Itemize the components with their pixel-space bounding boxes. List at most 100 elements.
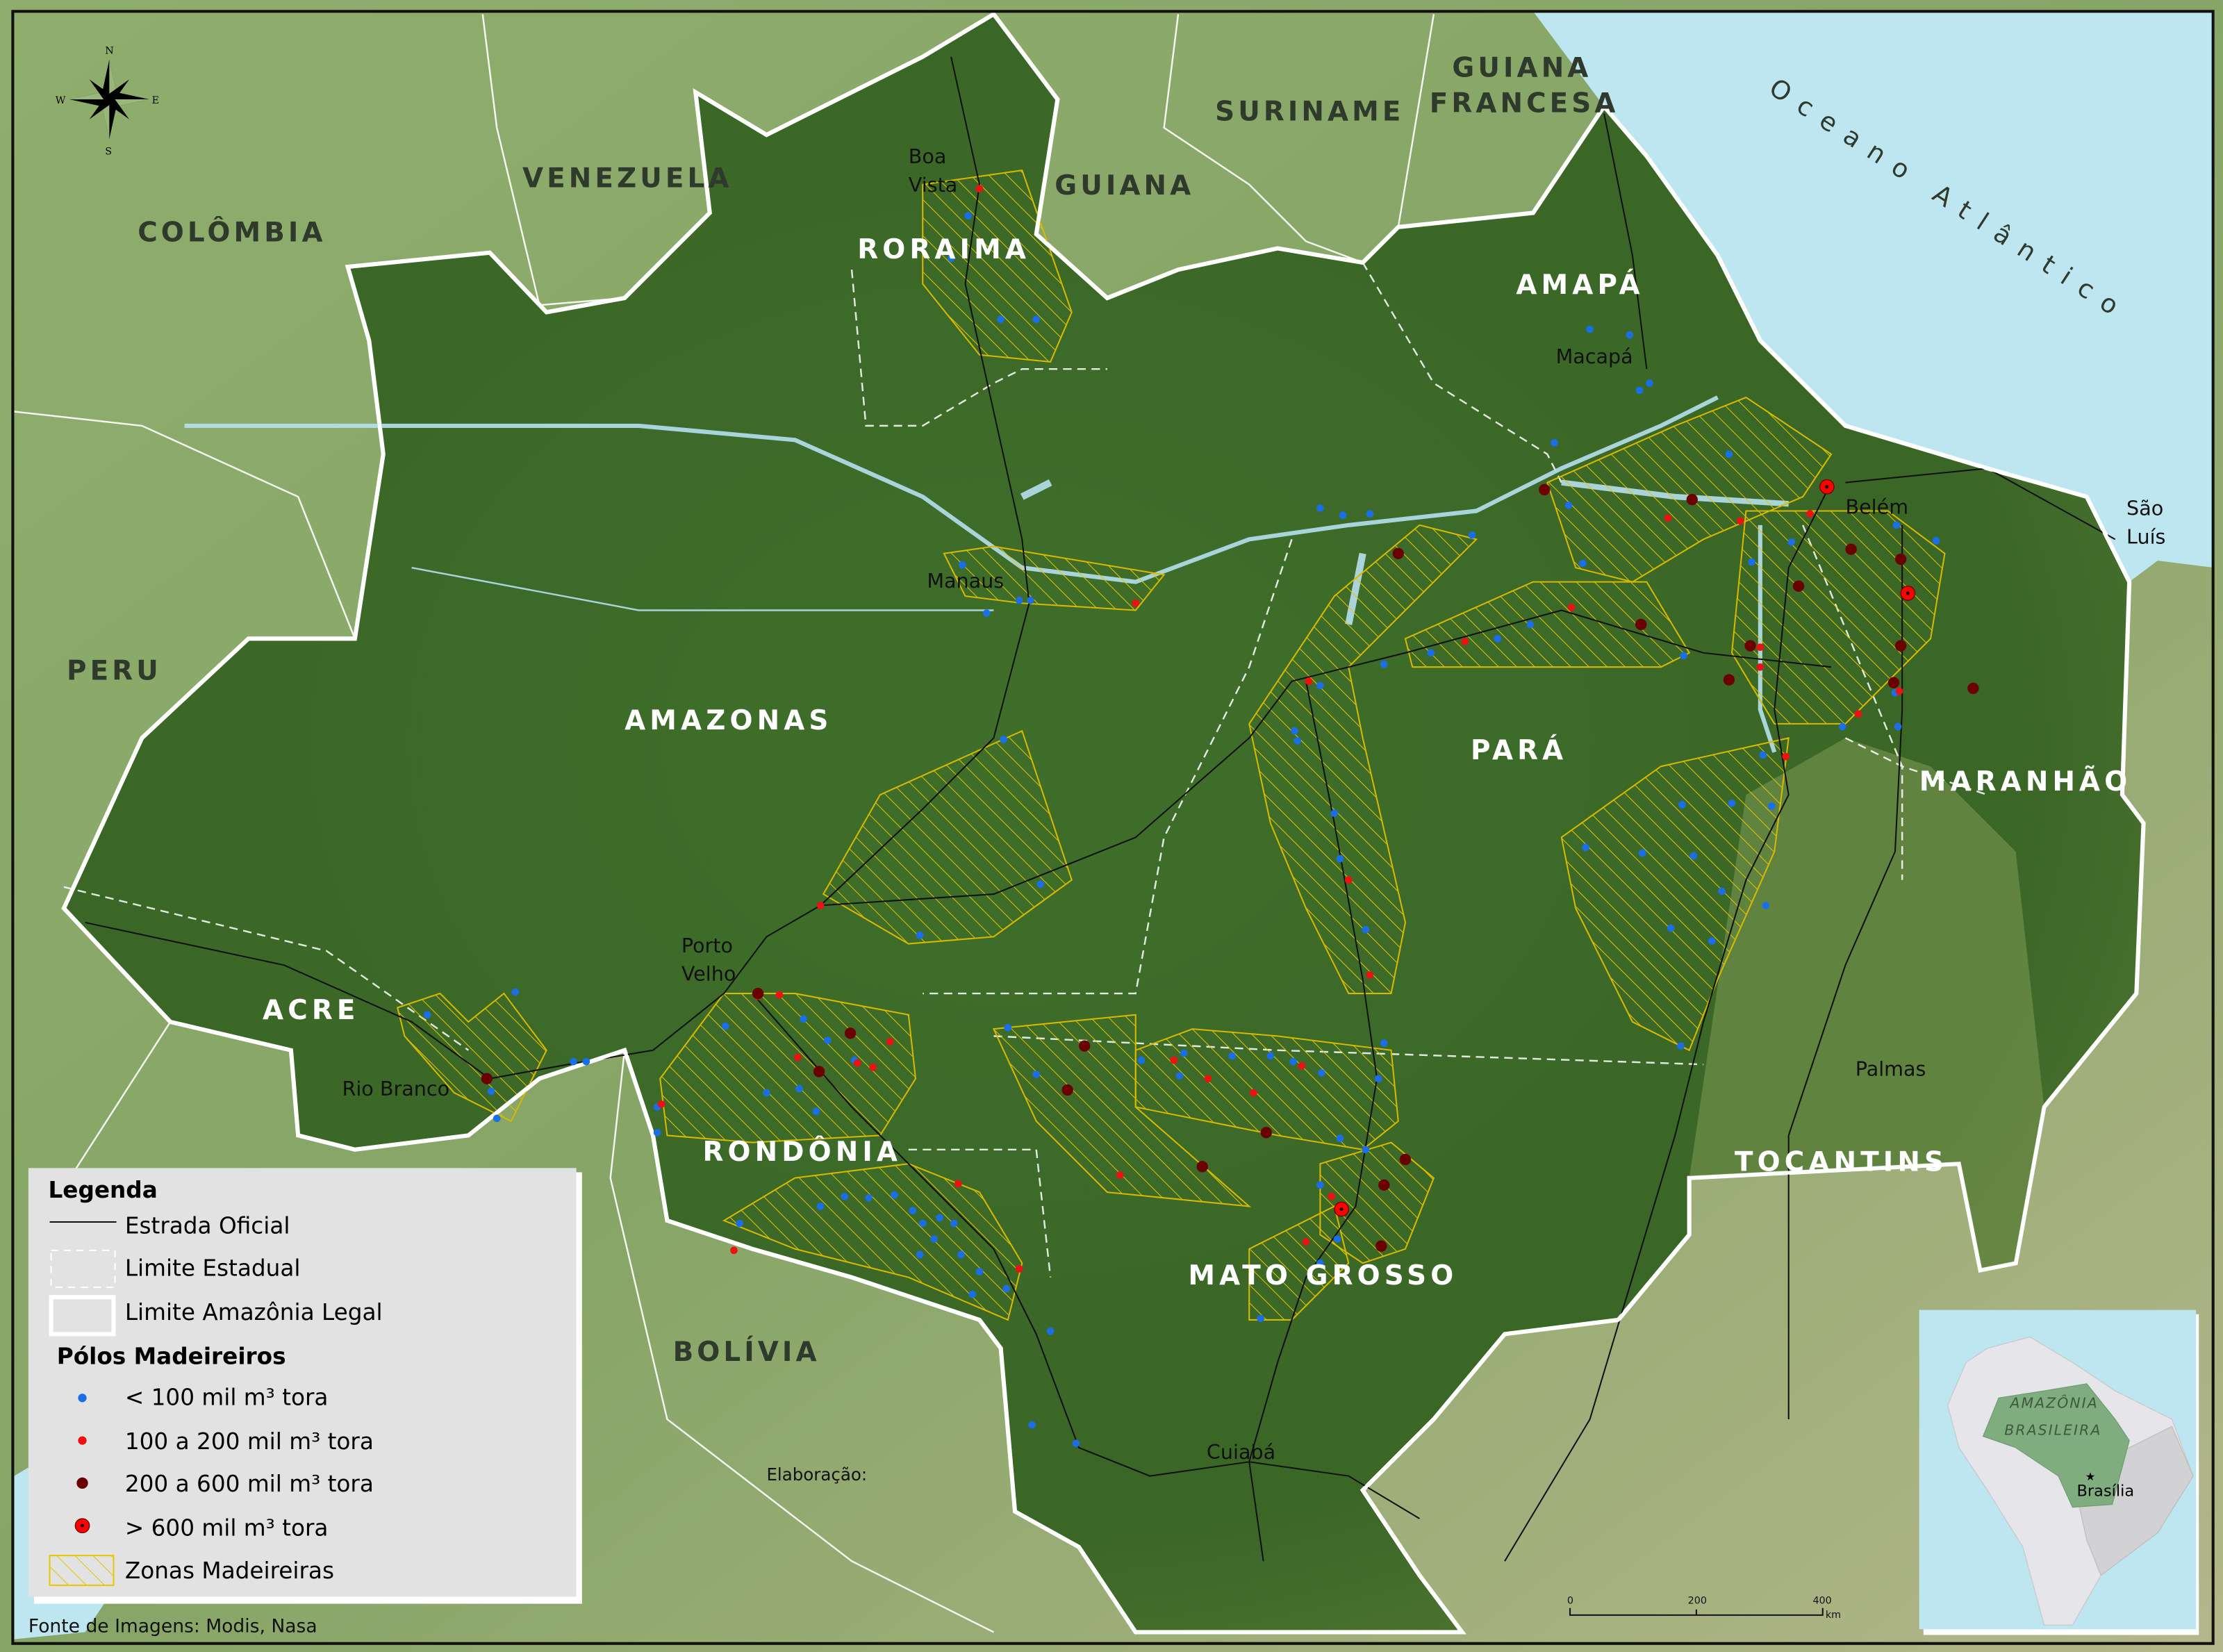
scale-bar: 0 200 400 km [1567,1596,1841,1621]
timber-pole-cat2 [1132,599,1140,607]
timber-pole-cat1 [653,1128,661,1137]
timber-pole-cat1 [930,1235,938,1243]
timber-pole-cat1 [1137,1056,1146,1064]
timber-pole-cat3 [1375,1240,1387,1252]
label-macapa: Macapá [1556,345,1633,368]
timber-pole-cat1 [1427,649,1435,657]
timber-pole-cat1 [824,1036,832,1044]
timber-pole-cat3 [1378,1179,1390,1191]
timber-pole-cat1 [936,1214,944,1222]
timber-pole-cat1 [1291,727,1298,735]
timber-pole-cat1 [1316,1259,1324,1267]
timber-pole-cat1 [1564,501,1573,509]
timber-pole-cat2 [1250,1089,1257,1097]
legend-state-limit: Limite Estadual [125,1255,301,1282]
timber-pole-cat1 [1759,751,1767,759]
label-bolivia: BOLÍVIA [673,1335,820,1368]
timber-pole-cat2 [853,1059,861,1067]
legend-road: Estrada Oficial [125,1212,290,1239]
label-guiana-francesa-1: GUIANA [1452,52,1592,83]
label-cuiaba: Cuiabá [1207,1440,1275,1464]
legend-cat1: < 100 mil m³ tora [125,1385,329,1411]
timber-pole-cat1 [763,1089,770,1097]
inset-label-brasileira: BRASILEIRA [2004,1421,2101,1438]
timber-pole-cat1 [841,1192,849,1200]
label-para: PARÁ [1471,734,1567,766]
legend-dot-cat2 [78,1436,87,1445]
timber-pole-cat2 [1895,687,1903,695]
timber-pole-cat2 [730,1246,738,1255]
timber-pole-cat1 [968,1290,977,1298]
timber-pole-cat1 [1678,801,1686,809]
timber-pole-cat3 [1079,1040,1091,1052]
timber-pole-cat1 [1362,925,1370,934]
label-guiana: GUIANA [1055,170,1194,201]
label-manaus: Manaus [927,569,1004,593]
label-boa-vista-1: Boa [909,144,947,168]
timber-pole-cat1 [1728,800,1736,807]
state-labels: RORAIMA AMAPÁ AMAZONAS PARÁ MARANHÃO ACR… [263,234,2127,1291]
timber-pole-cat2 [1664,514,1672,522]
label-boa-vista-2: Vista [909,173,958,197]
timber-pole-cat3 [1399,1153,1412,1166]
timber-pole-cat2 [794,1053,802,1062]
timber-pole-cat3 [1686,493,1698,506]
timber-pole-cat3 [1792,580,1805,592]
timber-pole-cat1 [1318,1069,1325,1077]
timber-pole-cat1 [1336,854,1344,863]
label-belem: Belém [1845,495,1908,519]
timber-pole-cat1 [1015,596,1023,604]
timber-pole-cat1 [812,1107,820,1115]
timber-pole-cat1 [1579,559,1587,568]
label-rondonia: RONDÔNIA [702,1135,902,1168]
legend-zones-symbol [49,1555,115,1587]
timber-pole-cat1 [1000,736,1008,743]
timber-pole-cat2 [1305,677,1313,685]
timber-pole-cat1 [800,1015,807,1023]
timber-pole-cat1 [1718,887,1726,895]
timber-pole-cat1 [1635,386,1644,395]
compass-s: S [105,147,112,158]
timber-pole-cat1 [423,1011,431,1019]
label-palmas: Palmas [1856,1057,1926,1081]
timber-pole-cat1 [1526,620,1535,629]
legend-poles-title: Pólos Madeireiros [57,1343,286,1369]
timber-pole-cat2 [657,1100,666,1108]
timber-pole-cat1 [736,1219,743,1228]
label-peru: PERU [67,656,162,687]
timber-pole-cat1 [1002,1285,1011,1293]
timber-pole-cat1 [1582,843,1589,851]
timber-pole-cat1 [1894,722,1902,731]
inset-label-brasilia: Brasília [2077,1482,2135,1500]
timber-pole-cat1 [1638,849,1646,857]
timber-pole-cat2 [1756,643,1765,651]
label-elaboracao: Elaboração: [766,1464,867,1485]
label-roraima: RORAIMA [857,234,1030,265]
timber-pole-center [1906,591,1910,595]
timber-pole-cat2 [869,1063,877,1071]
scale-400: 400 [1812,1596,1831,1607]
timber-pole-cat3 [1061,1084,1073,1096]
legend-cat4: > 600 mil m³ tora [125,1514,329,1541]
timber-pole-cat1 [1708,937,1716,945]
timber-pole-cat2 [1782,752,1790,761]
label-amapa: AMAPÁ [1516,268,1644,301]
timber-zones [396,170,1946,1321]
timber-pole-cat1 [964,212,972,220]
timber-pole-cat1 [1892,521,1901,529]
inset-label-amazonia: AMAZÔNIA [2008,1394,2098,1412]
timber-pole-cat1 [1028,1421,1036,1429]
timber-pole-cat2 [1366,971,1374,979]
timber-pole-cat1 [1257,1314,1264,1323]
legend-cat3: 200 a 600 mil m³ tora [125,1471,374,1497]
map-frame [11,10,2215,1645]
label-amazonas: AMAZONAS [625,705,832,736]
timber-pole-center [1339,1207,1344,1212]
timber-pole-cat3 [1260,1127,1272,1139]
timber-pole-cat1 [1468,531,1476,539]
timber-pole-cat3 [1894,553,1907,565]
legend-dot-cat1 [78,1394,87,1403]
timber-pole-cat1 [957,1250,965,1259]
timber-pole-cat2 [1116,1171,1124,1179]
